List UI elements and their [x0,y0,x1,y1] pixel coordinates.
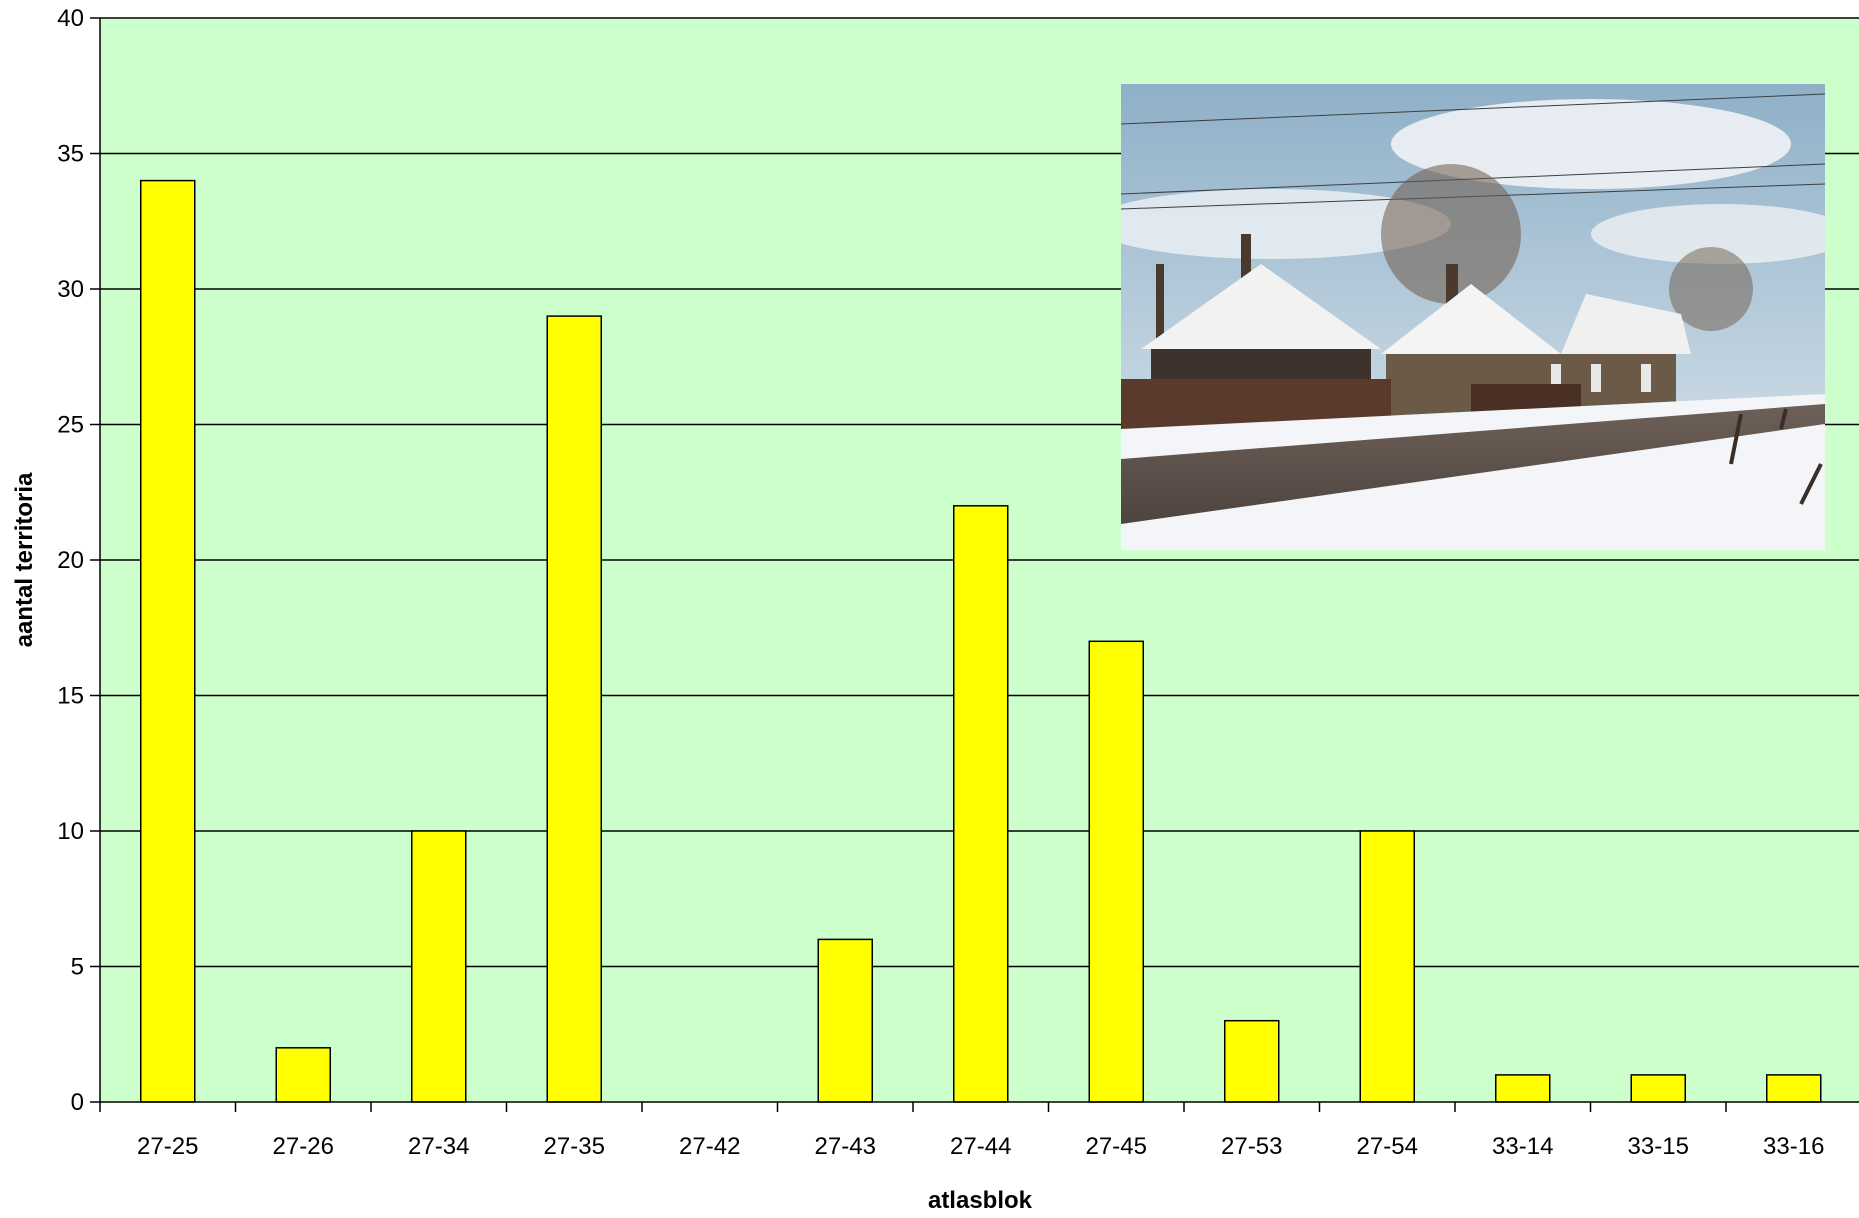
y-tick-label: 25 [57,412,84,439]
y-tick-label: 20 [57,547,84,574]
bar-27-25 [140,179,196,1103]
bar-27-53 [1224,1019,1280,1103]
x-tick-label: 27-44 [950,1133,1011,1160]
x-tick-label: 33-16 [1763,1133,1824,1160]
y-tick-label: 5 [71,954,84,981]
x-tick-label: 33-15 [1628,1133,1689,1160]
y-tick-label: 0 [71,1089,84,1116]
bar-33-16 [1766,1074,1822,1103]
x-tick-label: 27-53 [1221,1133,1282,1160]
x-tick-label: 27-42 [679,1133,740,1160]
bar-27-54 [1359,830,1415,1103]
y-tick-label: 10 [57,818,84,845]
x-tick-label: 27-54 [1357,1133,1418,1160]
y-tick-label: 35 [57,141,84,168]
inset-photo [1121,84,1825,550]
x-axis-title: atlasblok [928,1187,1033,1214]
y-tick-label: 40 [57,5,84,32]
y-tick-label: 30 [57,276,84,303]
x-tick-label: 27-34 [408,1133,469,1160]
bar-27-34 [411,830,467,1103]
x-tick-label: 27-26 [273,1133,334,1160]
bar-33-14 [1495,1074,1551,1103]
bar-33-15 [1630,1074,1686,1103]
x-tick-label: 27-45 [1086,1133,1147,1160]
y-axis-ticks: 0 5 10 15 20 25 30 35 40 [57,5,100,1116]
x-tick-label: 27-25 [137,1133,198,1160]
bar-27-35 [546,315,602,1103]
x-axis-ticks: 27-25 27-26 27-34 27-35 27-42 27-43 27-44 27-45… [99,1102,1824,1160]
bar-27-45 [1088,640,1144,1103]
x-tick-label: 27-35 [544,1133,605,1160]
x-tick-label: 33-14 [1492,1133,1553,1160]
bar-27-26 [275,1047,331,1103]
y-axis-title: aantal territoria [11,472,38,647]
x-tick-label: 27-43 [815,1133,876,1160]
bar-27-43 [817,938,873,1103]
bar-27-44 [953,505,1009,1103]
y-tick-label: 15 [57,683,84,710]
